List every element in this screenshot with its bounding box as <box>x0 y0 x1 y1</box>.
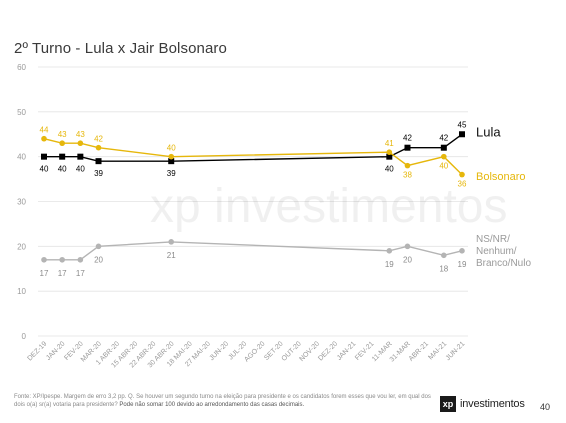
series-end-labels: Lula Bolsonaro NS/NR/Nenhum/Branco/Nulo <box>476 124 531 269</box>
data-point <box>168 158 175 165</box>
y-tick-label: 60 <box>17 63 26 72</box>
x-tick-label: NOV-20 <box>298 340 321 363</box>
data-point <box>459 131 465 138</box>
data-label: 20 <box>403 255 412 264</box>
xp-logo-icon: xp <box>440 396 456 412</box>
x-tick-label: JUN-21 <box>445 340 467 362</box>
data-point <box>41 256 47 263</box>
data-point <box>404 243 411 250</box>
data-point <box>59 256 65 263</box>
y-tick-label: 0 <box>22 332 27 341</box>
data-point <box>95 243 102 250</box>
data-point <box>77 140 84 147</box>
series-end-label: Bolsonaro <box>476 171 526 183</box>
data-point <box>41 135 47 142</box>
data-label: 40 <box>385 165 394 174</box>
footnote: Fonte: XP/Ipespe. Margem de erro 3,2 pp.… <box>14 393 434 409</box>
data-label: 42 <box>403 134 412 143</box>
data-label: 40 <box>167 144 176 153</box>
x-tick-label: AGO-20 <box>243 340 266 363</box>
data-label: 40 <box>439 162 448 171</box>
footnote-source: Fonte: XP/Ipespe. Margem de erro 3,2 pp.… <box>14 394 431 408</box>
page-number: 40 <box>540 402 551 412</box>
y-axis: 0 10 20 30 40 50 60 <box>17 63 26 341</box>
brand: xp investimentos <box>440 396 525 412</box>
data-point <box>168 153 175 160</box>
data-label: 36 <box>458 180 467 189</box>
data-point <box>441 153 447 160</box>
data-point <box>404 144 411 151</box>
watermark: xp investimentos <box>150 180 508 233</box>
data-label: 43 <box>58 130 67 139</box>
x-tick-label: JAN-20 <box>45 340 67 362</box>
data-point <box>95 144 102 151</box>
data-label: 40 <box>76 165 85 174</box>
data-label: 45 <box>458 120 467 129</box>
x-tick-label: DEZ-20 <box>317 340 339 362</box>
data-point <box>386 248 393 254</box>
grid <box>38 66 468 337</box>
series-end-label: Nenhum/ <box>476 246 517 257</box>
watermark-text: xp investimentos <box>150 180 508 233</box>
data-label: 40 <box>40 165 49 174</box>
data-label: 19 <box>458 260 467 269</box>
series-end-label: Branco/Nulo <box>476 258 531 269</box>
data-point <box>459 248 465 254</box>
x-tick-label: DEZ-19 <box>26 340 48 362</box>
data-label: 17 <box>40 269 49 278</box>
data-point <box>441 252 447 259</box>
data-labels: 40 40 40 39 39 40 42 42 45 44 43 43 42 40 41 38 40 36 17 17… <box>40 120 467 278</box>
data-point <box>440 144 447 151</box>
data-point <box>95 158 102 165</box>
data-point <box>386 153 393 160</box>
data-point <box>404 162 411 169</box>
data-point <box>41 153 47 160</box>
data-label: 42 <box>94 135 103 144</box>
data-point <box>459 171 465 178</box>
data-label: 44 <box>40 126 49 135</box>
y-tick-label: 10 <box>17 287 26 296</box>
data-label: 43 <box>76 130 85 139</box>
y-tick-label: 30 <box>17 198 26 207</box>
y-tick-label: 20 <box>17 242 26 251</box>
data-label: 17 <box>58 269 67 278</box>
y-tick-label: 40 <box>17 153 26 162</box>
x-tick-label: JUN-20 <box>208 340 230 362</box>
data-label: 41 <box>385 139 394 148</box>
data-label: 40 <box>58 165 67 174</box>
data-label: 21 <box>167 251 176 260</box>
series-line <box>44 133 463 162</box>
data-point <box>59 140 65 147</box>
data-label: 20 <box>94 255 103 264</box>
footnote-rounding-note: Pode não somar 100 devido ao arredondame… <box>119 402 305 408</box>
series-end-label: Lula <box>476 124 501 139</box>
data-label: 19 <box>385 260 394 269</box>
chart-title: 2º Turno - Lula x Jair Bolsonaro <box>14 40 227 57</box>
series-end-label: NS/NR/ <box>476 234 510 245</box>
data-point <box>77 256 84 263</box>
data-label: 17 <box>76 269 85 278</box>
data-label: 18 <box>439 264 448 273</box>
series-line <box>44 241 463 261</box>
data-label: 38 <box>403 171 412 180</box>
y-tick-label: 50 <box>17 108 26 117</box>
data-point <box>77 153 84 160</box>
data-point <box>386 149 393 155</box>
data-label: 39 <box>167 169 176 178</box>
data-label: 39 <box>94 169 103 178</box>
data-label: 42 <box>439 134 448 143</box>
data-point <box>59 153 66 160</box>
x-tick-label: ABR-21 <box>408 340 430 362</box>
x-tick-label: JAN-21 <box>336 340 358 362</box>
series-group <box>41 131 465 263</box>
brand-name: investimentos <box>460 398 525 410</box>
data-point <box>168 239 175 245</box>
